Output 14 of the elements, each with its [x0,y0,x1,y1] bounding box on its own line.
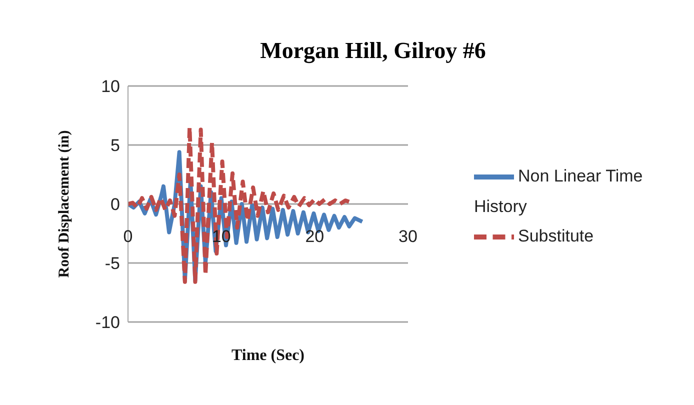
chart-title: Morgan Hill, Gilroy #6 [259,38,487,64]
x-tick-label: 0 [123,227,133,246]
y-axis-title: Roof Displacement (in) [56,130,72,278]
x-tick-label: 10 [212,227,231,246]
legend-label: Substitute [518,226,594,245]
legend-label: Non Linear Time History [474,166,643,216]
y-tick-label: 5 [110,136,120,156]
y-tick-label: -5 [104,254,120,274]
y-tick-label: 0 [110,195,120,214]
y-tick-label: 10 [101,77,120,96]
y-tick-label: -10 [95,313,120,332]
x-tick-label: 20 [305,227,324,246]
x-tick-label: 30 [398,227,418,246]
x-axis-title: Time (Sec) [231,347,305,364]
